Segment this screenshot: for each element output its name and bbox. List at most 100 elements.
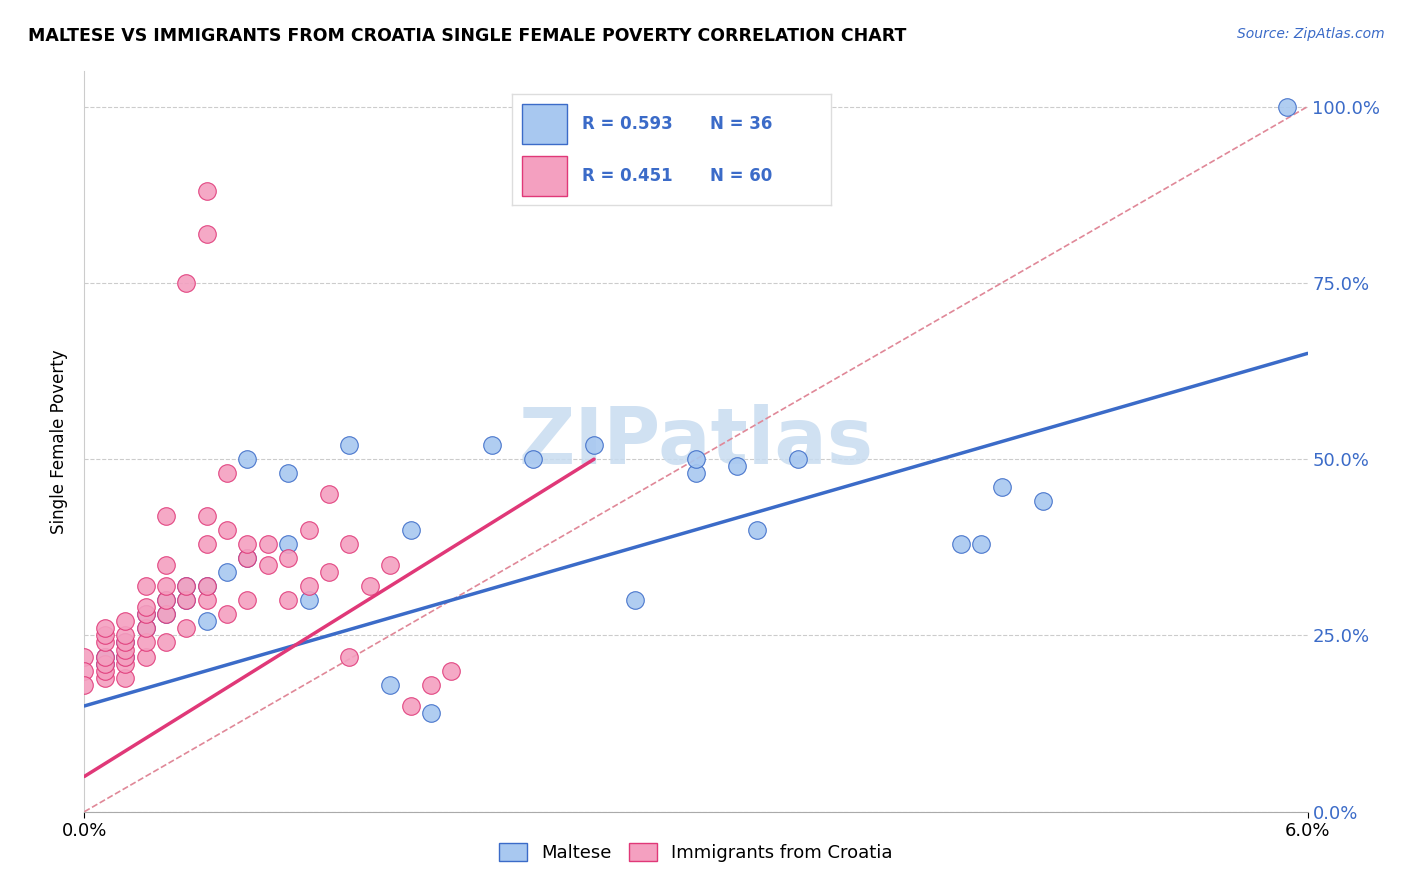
Point: [1032, 494, 1054, 508]
Point: [73, 678, 96, 692]
Point: [318, 487, 340, 501]
Point: [114, 635, 136, 649]
Point: [217, 523, 239, 537]
Point: [298, 523, 321, 537]
Point: [114, 635, 136, 649]
Point: [176, 593, 198, 607]
Point: [155, 607, 177, 622]
Point: [114, 642, 136, 657]
Point: [583, 438, 606, 452]
Point: [970, 537, 993, 551]
Point: [135, 635, 157, 649]
Point: [135, 621, 157, 635]
Point: [195, 579, 218, 593]
Point: [522, 452, 544, 467]
Point: [176, 621, 198, 635]
Point: [236, 550, 259, 565]
Point: [787, 452, 810, 467]
Point: [93, 649, 117, 664]
Point: [380, 558, 402, 572]
Point: [481, 438, 503, 452]
Point: [135, 579, 157, 593]
Point: [155, 607, 177, 622]
Point: [277, 537, 299, 551]
Point: [114, 671, 136, 685]
Point: [277, 467, 299, 481]
Point: [93, 628, 117, 642]
Point: [420, 706, 443, 720]
Point: [236, 550, 259, 565]
Point: [236, 452, 259, 467]
Point: [217, 565, 239, 579]
Point: [195, 579, 218, 593]
Point: [155, 593, 177, 607]
Point: [176, 593, 198, 607]
Point: [339, 649, 361, 664]
Point: [950, 537, 973, 551]
Point: [339, 537, 361, 551]
Point: [747, 523, 769, 537]
Point: [277, 550, 299, 565]
Point: [114, 657, 136, 671]
Point: [236, 593, 259, 607]
Point: [1277, 100, 1299, 114]
Point: [73, 664, 96, 678]
Point: [135, 607, 157, 622]
Point: [318, 565, 340, 579]
Point: [298, 593, 321, 607]
Point: [195, 615, 218, 629]
Point: [135, 649, 157, 664]
Point: [298, 579, 321, 593]
Point: [195, 537, 218, 551]
Point: [155, 558, 177, 572]
Point: [257, 537, 280, 551]
Point: [114, 649, 136, 664]
Point: [93, 664, 117, 678]
Text: ZIPatlas: ZIPatlas: [519, 403, 873, 480]
Point: [725, 459, 748, 474]
Point: [93, 657, 117, 671]
Point: [399, 698, 422, 713]
Point: [176, 276, 198, 290]
Point: [93, 657, 117, 671]
Point: [155, 579, 177, 593]
Point: [991, 480, 1014, 494]
Point: [135, 621, 157, 635]
Point: [440, 664, 463, 678]
Point: [93, 671, 117, 685]
Point: [236, 537, 259, 551]
Point: [257, 558, 280, 572]
Text: Source: ZipAtlas.com: Source: ZipAtlas.com: [1237, 27, 1385, 41]
Legend: Maltese, Immigrants from Croatia: Maltese, Immigrants from Croatia: [492, 836, 900, 870]
Point: [176, 579, 198, 593]
Point: [155, 635, 177, 649]
Point: [217, 607, 239, 622]
Point: [359, 579, 381, 593]
Point: [114, 649, 136, 664]
Point: [420, 678, 443, 692]
Point: [217, 467, 239, 481]
Point: [114, 615, 136, 629]
Point: [155, 508, 177, 523]
Point: [135, 607, 157, 622]
Point: [195, 184, 218, 198]
Text: MALTESE VS IMMIGRANTS FROM CROATIA SINGLE FEMALE POVERTY CORRELATION CHART: MALTESE VS IMMIGRANTS FROM CROATIA SINGL…: [28, 27, 907, 45]
Point: [93, 621, 117, 635]
Point: [155, 593, 177, 607]
Point: [685, 467, 707, 481]
Point: [135, 600, 157, 615]
Point: [114, 628, 136, 642]
Point: [685, 452, 707, 467]
Point: [339, 438, 361, 452]
Y-axis label: Single Female Poverty: Single Female Poverty: [51, 350, 69, 533]
Point: [195, 508, 218, 523]
Point: [195, 593, 218, 607]
Point: [624, 593, 647, 607]
Point: [93, 649, 117, 664]
Point: [176, 579, 198, 593]
Point: [73, 649, 96, 664]
Point: [399, 523, 422, 537]
Point: [277, 593, 299, 607]
Point: [195, 227, 218, 241]
Point: [93, 635, 117, 649]
